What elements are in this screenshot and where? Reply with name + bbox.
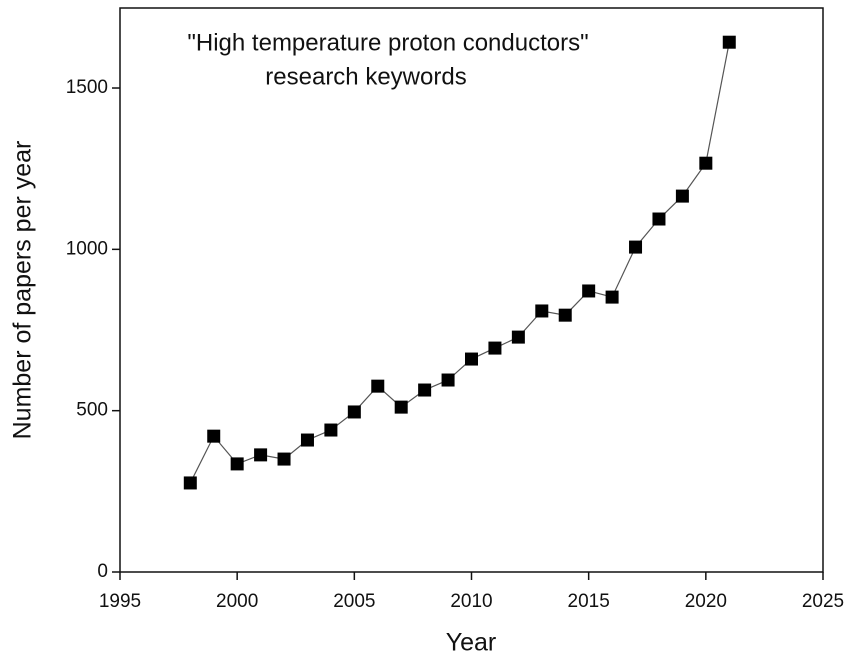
plot-frame xyxy=(119,7,824,573)
marker xyxy=(324,423,338,437)
x-tick-label: 1995 xyxy=(99,591,141,612)
y-axis-label: Number of papers per year xyxy=(9,141,37,440)
marker xyxy=(511,330,525,344)
marker xyxy=(488,341,502,355)
marker xyxy=(300,433,314,447)
chart-title-line: "High temperature proton conductors" xyxy=(187,29,588,56)
marker xyxy=(441,373,455,387)
marker xyxy=(722,35,736,49)
marker xyxy=(465,352,478,366)
marker xyxy=(582,284,596,298)
marker xyxy=(207,429,221,443)
marker xyxy=(230,457,244,471)
marker xyxy=(535,304,549,318)
x-axis-label: Year xyxy=(446,629,497,657)
x-tick-label: 2015 xyxy=(568,591,610,612)
y-tick-label: 1000 xyxy=(66,238,108,259)
x-tick-label: 2010 xyxy=(450,591,492,612)
y-tick-label: 1500 xyxy=(66,77,108,98)
marker xyxy=(347,405,361,419)
chart-title-line: research keywords xyxy=(265,63,466,90)
x-tick-label: 2020 xyxy=(685,591,727,612)
x-tick-label: 2000 xyxy=(216,591,258,612)
x-tick-label: 2005 xyxy=(333,591,375,612)
marker xyxy=(605,290,619,304)
marker xyxy=(558,308,572,322)
marker xyxy=(254,448,268,462)
marker xyxy=(394,400,408,414)
y-tick-label: 0 xyxy=(97,561,108,582)
x-tick-label: 2025 xyxy=(802,591,844,612)
marker xyxy=(371,379,385,393)
marker xyxy=(418,383,432,397)
y-tick-label: 500 xyxy=(76,400,108,421)
marker xyxy=(183,476,197,490)
series-line xyxy=(189,42,730,484)
marker xyxy=(629,240,643,254)
marker xyxy=(277,452,291,466)
marker xyxy=(675,189,689,203)
marker xyxy=(699,156,713,170)
marker xyxy=(652,212,666,226)
